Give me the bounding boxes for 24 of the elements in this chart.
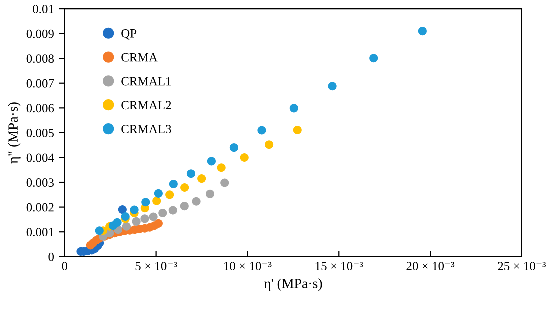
legend-label: CRMAL1 bbox=[122, 77, 172, 86]
y-tick-label: 0.002 bbox=[26, 203, 54, 212]
x-tick-label: 15 × 10⁻³ bbox=[316, 262, 364, 271]
y-tick-label: 0.008 bbox=[26, 54, 54, 64]
x-tick-label: 5 × 10⁻³ bbox=[136, 262, 178, 271]
x-tick-label: 20 × 10⁻³ bbox=[406, 262, 455, 271]
y-tick-label: 0.009 bbox=[26, 30, 54, 38]
y-tick-label: 0.005 bbox=[26, 128, 54, 138]
y-tick-label: 0.01 bbox=[33, 5, 54, 14]
y-tick-label: 0.001 bbox=[26, 228, 54, 237]
x-tick-label: 0 bbox=[62, 262, 68, 271]
x-tick-label: 25 × 10⁻³ bbox=[498, 262, 546, 271]
y-axis-title: η" (MPa·s) bbox=[8, 102, 21, 164]
legend-label: CRMA bbox=[122, 53, 158, 62]
legend-label: CRMAL2 bbox=[122, 101, 172, 110]
y-tick-label: 0.007 bbox=[26, 79, 54, 88]
y-tick-label: 0.003 bbox=[26, 178, 54, 188]
y-tick-label: 0.004 bbox=[26, 154, 54, 162]
y-tick-label: 0 bbox=[48, 252, 54, 262]
legend-label: CRMAL3 bbox=[122, 125, 172, 134]
y-tick-label: 0.006 bbox=[26, 104, 54, 113]
x-axis-title: η' (MPa·s) bbox=[264, 278, 322, 292]
x-tick-label: 10 × 10⁻³ bbox=[224, 262, 272, 271]
legend-label: QP bbox=[122, 29, 137, 40]
